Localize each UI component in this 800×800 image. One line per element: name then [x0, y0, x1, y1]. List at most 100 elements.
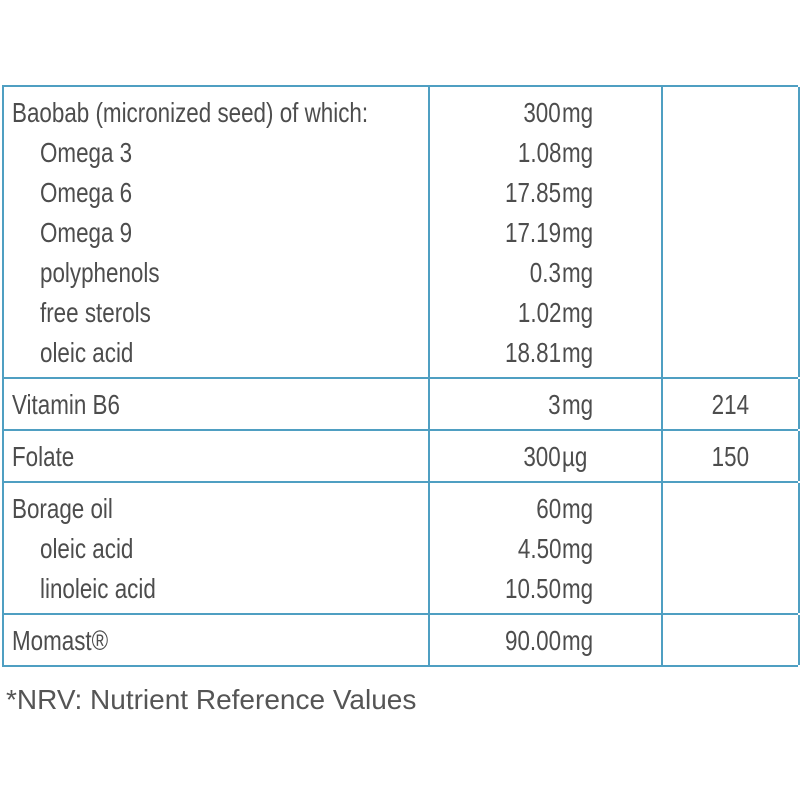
unit: mg	[562, 625, 594, 656]
table-border	[798, 87, 800, 377]
line: free sterols	[4, 293, 430, 333]
nrv-wrap: 150	[663, 437, 798, 477]
line: 300 mg	[430, 93, 663, 133]
nutrient-name: oleic acid	[40, 337, 134, 368]
amount: 18.81	[504, 337, 561, 368]
column-divider	[428, 431, 430, 481]
nutrient-name: free sterols	[40, 297, 151, 328]
name-cell: Baobab (micronized seed) of which: Omega …	[4, 93, 430, 373]
line: 3 mg	[430, 385, 663, 425]
row-group: Borage oil oleic acid linoleic acid 60 mg 4.5…	[4, 483, 800, 615]
line: Omega 6	[4, 173, 430, 213]
line	[663, 293, 798, 333]
column-divider	[661, 379, 663, 429]
column-divider	[428, 615, 430, 665]
line: linoleic acid	[4, 569, 430, 609]
nrv-cell: 214	[663, 385, 798, 425]
column-divider	[428, 379, 430, 429]
nrv-value: 150	[711, 441, 750, 472]
amount: 17.85	[504, 177, 561, 208]
unit: mg	[562, 573, 594, 604]
line: Vitamin B6	[4, 385, 430, 425]
row-group: Vitamin B6 3 mg 214	[4, 379, 800, 431]
amount: 17.19	[504, 217, 561, 248]
nutrient-name: Momast®	[12, 625, 109, 656]
nutrient-name: Omega 6	[40, 177, 133, 208]
line: 4.50 mg	[430, 529, 663, 569]
line	[663, 569, 798, 609]
nutrient-name: Vitamin B6	[12, 389, 120, 420]
line	[663, 253, 798, 293]
unit: mg	[562, 533, 594, 564]
line: Omega 9	[4, 213, 430, 253]
line	[663, 489, 798, 529]
footnote: *NRV: Nutrient Reference Values	[6, 684, 417, 715]
line	[663, 621, 798, 661]
unit: mg	[562, 297, 594, 328]
line: oleic acid	[4, 529, 430, 569]
line: polyphenols	[4, 253, 430, 293]
column-divider	[661, 483, 663, 613]
amount-cell: 300 µg	[430, 437, 663, 477]
line: 18.81 mg	[430, 333, 663, 373]
amount: 90.00	[504, 625, 561, 656]
name-cell: Borage oil oleic acid linoleic acid	[4, 489, 430, 609]
unit: mg	[562, 177, 594, 208]
line: Baobab (micronized seed) of which:	[4, 93, 430, 133]
amount: 1.08	[517, 137, 561, 168]
nutrient-name: Borage oil	[12, 493, 113, 524]
column-divider	[661, 431, 663, 481]
line	[663, 213, 798, 253]
name-cell: Momast®	[4, 621, 430, 661]
line: Omega 3	[4, 133, 430, 173]
amount: 1.02	[517, 297, 561, 328]
line: 90.00 mg	[430, 621, 663, 661]
amount: 300	[523, 441, 561, 472]
line: 150	[663, 437, 798, 477]
nutrient-name: Folate	[12, 441, 75, 472]
row-group: Momast® 90.00 mg	[4, 615, 800, 667]
unit: mg	[562, 389, 594, 420]
row-group: Baobab (micronized seed) of which: Omega …	[4, 87, 800, 379]
amount: 3	[548, 389, 561, 420]
table-border	[798, 615, 800, 665]
line: 60 mg	[430, 489, 663, 529]
table-border	[798, 431, 800, 481]
nrv-cell: 150	[663, 437, 798, 477]
nrv-cell	[663, 489, 798, 609]
amount: 4.50	[517, 533, 561, 564]
table-border	[798, 483, 800, 613]
line: Folate	[4, 437, 430, 477]
nrv-wrap: 214	[663, 385, 798, 425]
line: Momast®	[4, 621, 430, 661]
nutrient-name: polyphenols	[40, 257, 160, 288]
name-cell: Vitamin B6	[4, 385, 430, 425]
nutrient-name: Baobab (micronized seed) of which:	[12, 97, 369, 128]
nutrient-name: oleic acid	[40, 533, 134, 564]
line: 17.19 mg	[430, 213, 663, 253]
line: 1.08 mg	[430, 133, 663, 173]
line: 10.50 mg	[430, 569, 663, 609]
line	[663, 93, 798, 133]
line	[663, 333, 798, 373]
column-divider	[661, 615, 663, 665]
row-group: Folate 300 µg 150	[4, 431, 800, 483]
amount-cell: 300 mg 1.08 mg 17.85 mg 17.19 mg 0.3 mg 1.02 mg 18.8…	[430, 93, 663, 373]
nrv-cell	[663, 93, 798, 373]
amount-cell: 60 mg 4.50 mg 10.50 mg	[430, 489, 663, 609]
line: 300 µg	[430, 437, 663, 477]
unit: mg	[562, 493, 594, 524]
line: Borage oil	[4, 489, 430, 529]
nutrient-name: Omega 9	[40, 217, 133, 248]
table-border	[798, 379, 800, 429]
line: 214	[663, 385, 798, 425]
amount-cell: 90.00 mg	[430, 621, 663, 661]
unit: mg	[562, 137, 594, 168]
nutrient-name: linoleic acid	[40, 573, 156, 604]
unit: mg	[562, 337, 594, 368]
column-divider	[661, 87, 663, 377]
line: oleic acid	[4, 333, 430, 373]
unit: µg	[562, 441, 588, 472]
line: 0.3 mg	[430, 253, 663, 293]
column-divider	[428, 483, 430, 613]
